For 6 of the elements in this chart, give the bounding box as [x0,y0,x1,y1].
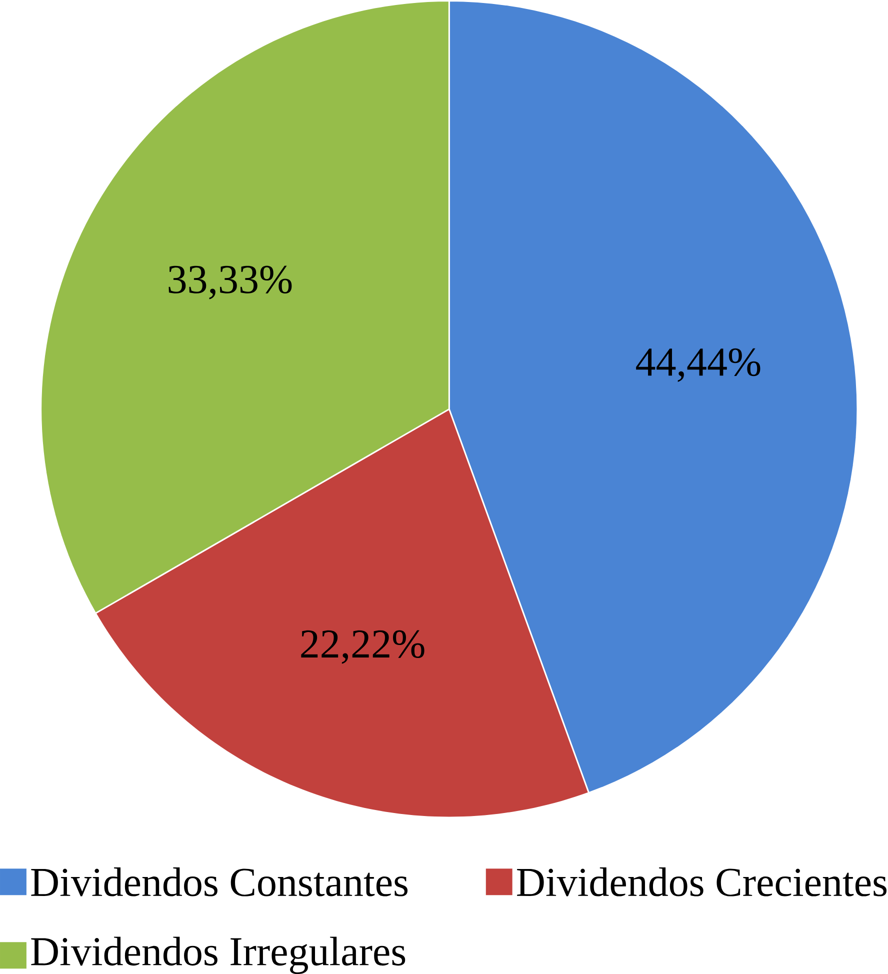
data-label: 33,33% [168,266,292,300]
legend-label: Dividendos Irregulares [31,936,406,974]
data-label: 44,44% [636,348,760,382]
data-label: 22,22% [301,630,424,664]
legend-label: Dividendos Crecientes [517,867,887,896]
legend-label: Dividendos Constantes [31,867,408,896]
